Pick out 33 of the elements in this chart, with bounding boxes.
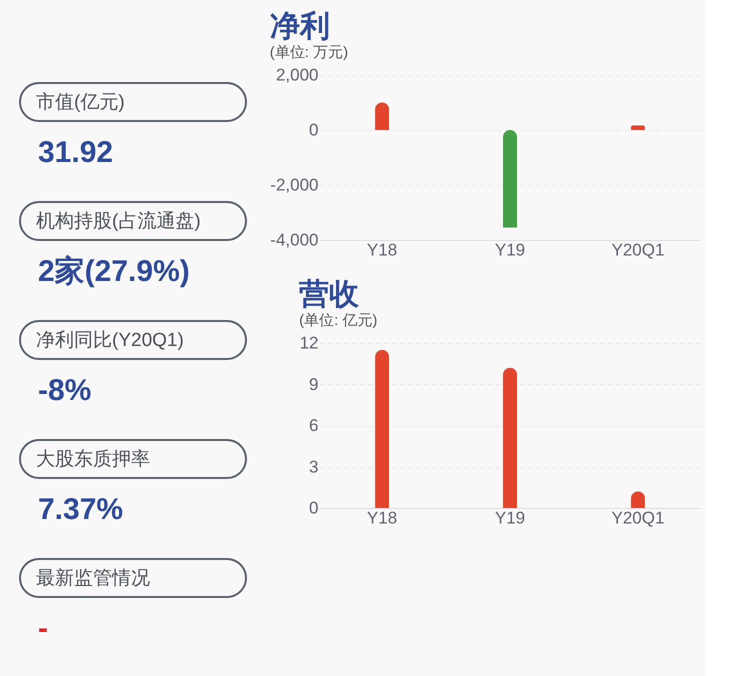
y-tick-label: -4,000 (270, 230, 318, 250)
text: 机构持股(占流通盘) (36, 210, 201, 232)
chart-subtitle: (单位: 亿元) (299, 312, 378, 329)
x-tick-label: Y19 (494, 508, 526, 528)
chart-title: 净利 (270, 10, 330, 43)
x-tick-label: Y18 (366, 508, 398, 528)
y-tick-label: 3 (309, 457, 318, 476)
x-tick-label: Y19 (494, 240, 526, 260)
y-tick-label: 0 (309, 498, 318, 518)
text: 大股东质押率 (36, 448, 150, 470)
x-tick-label: Y18 (366, 240, 398, 260)
text: 最新监管情况 (36, 567, 150, 589)
chart-subtitle: (单位: 万元) (270, 44, 348, 61)
x-tick-label: Y20Q1 (611, 240, 664, 260)
y-tick-label: 12 (300, 334, 318, 352)
chart-title: 营收 (299, 278, 360, 311)
y-tick-label: 2,000 (276, 66, 318, 84)
text: 31.92 (38, 136, 114, 169)
text: 7.37% (38, 493, 124, 526)
y-tick-label: 0 (309, 120, 318, 140)
bar (375, 102, 390, 130)
x-tick-label: Y20Q1 (611, 508, 664, 528)
bar (375, 350, 390, 508)
y-tick-label: 9 (309, 374, 318, 394)
bar (503, 130, 517, 228)
y-tick-label: 6 (309, 416, 318, 435)
bar (503, 368, 517, 508)
text: 净利同比(Y20Q1) (36, 330, 184, 351)
y-tick-label: -2,000 (270, 176, 318, 194)
text: -8% (38, 374, 92, 407)
text: 2家(27.9%) (38, 254, 190, 288)
text: - (38, 612, 48, 645)
text: 市值(亿元) (36, 91, 125, 113)
